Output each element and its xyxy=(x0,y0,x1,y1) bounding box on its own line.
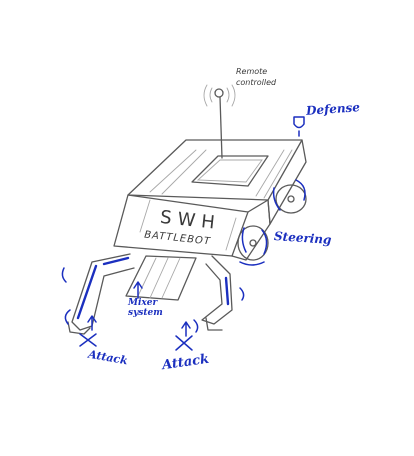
defense-label: Defense xyxy=(305,100,361,118)
remote-label: Remote controlled xyxy=(236,67,277,87)
mixer-ramp xyxy=(125,255,197,301)
antenna-icon xyxy=(203,84,236,159)
shield-icon xyxy=(293,116,305,137)
chassis xyxy=(113,139,307,261)
mixer-arrow-icon xyxy=(133,281,143,299)
mixer-label: Mixer system xyxy=(128,298,163,318)
wheel-icon xyxy=(237,184,307,261)
attack-icon xyxy=(61,267,245,351)
left-arm xyxy=(67,253,135,335)
arrow-icon xyxy=(239,179,306,266)
right-arm xyxy=(201,255,233,331)
steering-label: Steering xyxy=(273,229,332,247)
